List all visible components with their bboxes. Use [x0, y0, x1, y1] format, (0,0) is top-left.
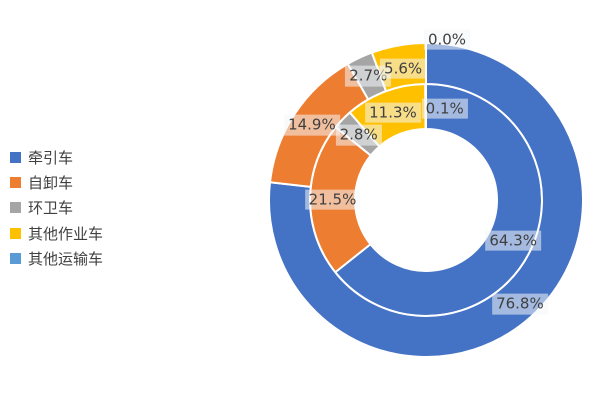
slice-inner-ring-其他运输车[interactable]	[424, 82, 427, 130]
legend-label-tractor: 牵引车	[28, 149, 74, 168]
legend-item-dump-truck[interactable]: 自卸车	[10, 170, 103, 195]
legend-swatch-other-transport	[10, 252, 21, 264]
legend-swatch-tractor	[10, 152, 21, 164]
legend-item-sanitation[interactable]: 环卫车	[10, 195, 103, 220]
legend-swatch-dump-truck	[10, 177, 21, 189]
legend-swatch-other-work	[10, 227, 21, 239]
slice-outer-ring-牵引车[interactable]	[268, 42, 584, 358]
legend-item-tractor[interactable]: 牵引车	[10, 145, 103, 170]
legend-label-dump-truck: 自卸车	[28, 174, 74, 193]
legend-swatch-sanitation	[10, 202, 21, 214]
legend-label-other-transport: 其他运输车	[28, 249, 104, 268]
legend: 牵引车 自卸车 环卫车 其他作业车 其他运输车	[10, 145, 103, 271]
legend-label-sanitation: 环卫车	[28, 199, 74, 218]
legend-item-other-transport[interactable]: 其他运输车	[10, 246, 103, 271]
legend-label-other-work: 其他作业车	[28, 224, 104, 243]
legend-item-other-work[interactable]: 其他作业车	[10, 221, 103, 246]
